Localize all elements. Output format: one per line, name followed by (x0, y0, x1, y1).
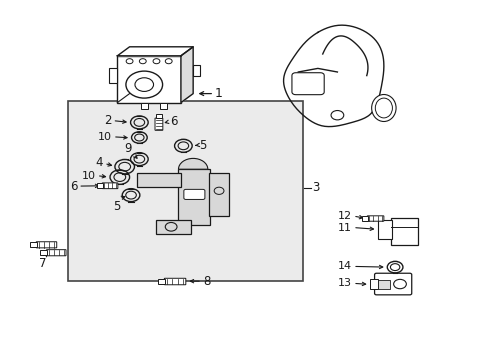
FancyBboxPatch shape (291, 73, 324, 95)
Bar (30, 242, 37, 247)
Ellipse shape (371, 94, 395, 122)
FancyBboxPatch shape (164, 278, 185, 285)
FancyBboxPatch shape (46, 250, 66, 256)
Ellipse shape (135, 78, 153, 91)
FancyBboxPatch shape (366, 216, 383, 221)
Text: 6: 6 (170, 115, 177, 128)
Wedge shape (178, 158, 207, 169)
Bar (160, 103, 167, 109)
Bar (108, 68, 117, 83)
Bar (141, 103, 147, 109)
Bar (137, 173, 181, 187)
Ellipse shape (374, 98, 391, 118)
Text: 3: 3 (311, 181, 319, 194)
Text: 5: 5 (112, 200, 120, 213)
Bar (369, 279, 377, 289)
Text: 4: 4 (95, 156, 102, 169)
Text: 8: 8 (203, 275, 210, 288)
Text: 10: 10 (97, 132, 111, 142)
Bar (193, 65, 200, 76)
Text: 5: 5 (199, 139, 206, 152)
Bar (156, 220, 190, 234)
Text: 10: 10 (81, 171, 95, 181)
Text: 2: 2 (104, 114, 111, 127)
Bar (377, 220, 391, 239)
FancyBboxPatch shape (36, 242, 57, 248)
Text: 13: 13 (337, 278, 351, 288)
Bar (377, 280, 389, 289)
Bar (96, 184, 102, 188)
Bar (156, 114, 162, 118)
Bar (361, 216, 367, 221)
FancyBboxPatch shape (102, 183, 118, 189)
Polygon shape (181, 47, 193, 103)
Text: 14: 14 (337, 261, 351, 271)
FancyBboxPatch shape (155, 118, 163, 130)
Text: 12: 12 (337, 211, 351, 221)
Bar (209, 173, 228, 216)
Text: 1: 1 (215, 87, 223, 100)
FancyBboxPatch shape (374, 273, 411, 295)
Text: 6: 6 (70, 180, 77, 193)
Bar (40, 250, 47, 255)
Text: 11: 11 (337, 222, 351, 233)
Polygon shape (117, 47, 193, 56)
Ellipse shape (125, 71, 162, 98)
Text: 7: 7 (39, 257, 47, 270)
Text: 9: 9 (124, 142, 132, 155)
Bar (178, 169, 210, 225)
Bar (158, 279, 164, 284)
FancyBboxPatch shape (183, 189, 204, 199)
Bar (68, 101, 303, 281)
Bar (117, 56, 181, 103)
Bar (390, 218, 417, 245)
